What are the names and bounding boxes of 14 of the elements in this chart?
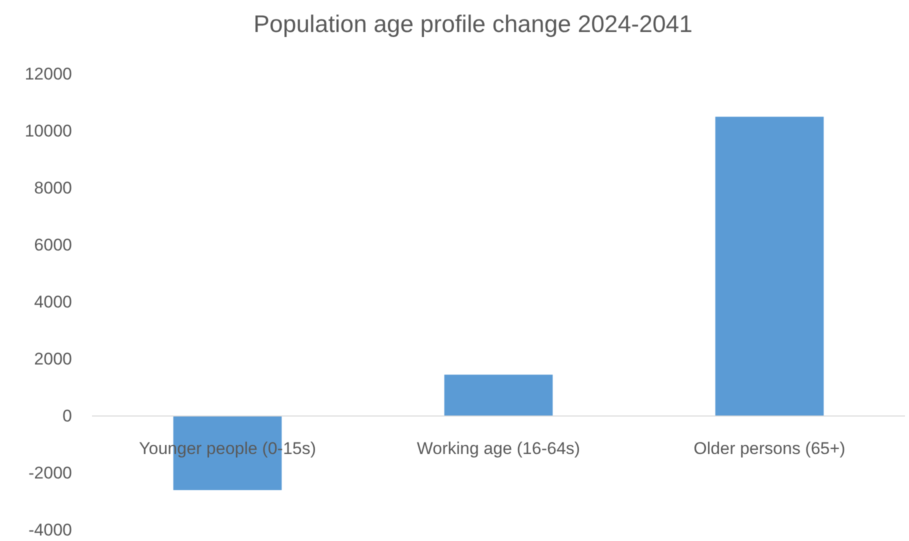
y-tick-label: 10000: [24, 121, 72, 140]
bar: [715, 116, 824, 416]
bar: [444, 374, 553, 416]
chart-title: Population age profile change 2024-2041: [253, 11, 693, 38]
y-tick-label: 4000: [34, 292, 72, 312]
x-tick-label: Working age (16-64s): [416, 439, 580, 458]
x-tick-label: Older persons (65+): [694, 439, 846, 458]
y-tick-label: 12000: [24, 64, 72, 84]
y-tick-label: -4000: [28, 520, 72, 540]
y-tick-label: -2000: [28, 463, 72, 482]
y-tick-label: 0: [62, 406, 72, 426]
y-tick-label: 2000: [34, 349, 72, 368]
y-tick-label: 6000: [34, 235, 72, 254]
y-tick-label: 8000: [34, 178, 72, 198]
